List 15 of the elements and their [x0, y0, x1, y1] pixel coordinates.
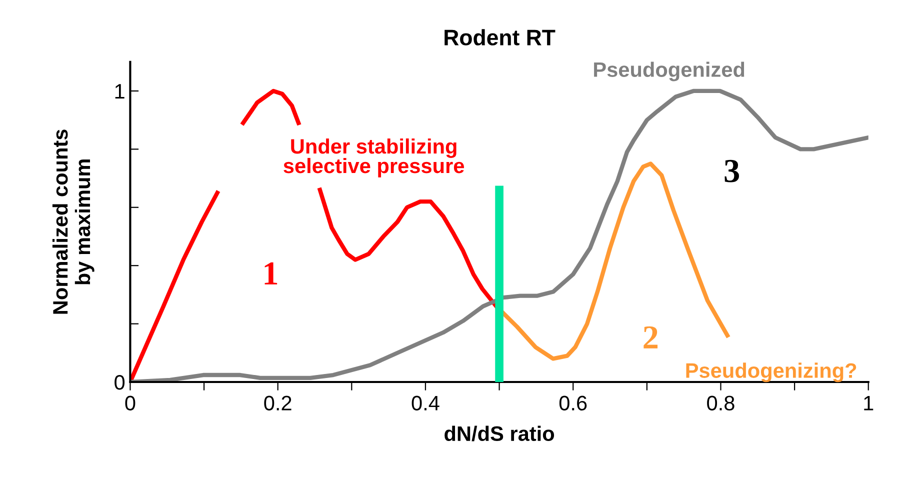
chart-title: Rodent RT [444, 29, 556, 46]
annotation: 2 [644, 326, 658, 348]
x-tick-label: 0.8 [707, 396, 734, 410]
y-axis-title: Normalized counts by maximum [52, 130, 94, 314]
x-tick-label: 0 [125, 396, 136, 410]
x-tick-label: 0.6 [559, 396, 587, 410]
x-tick-label: 0.4 [412, 396, 440, 410]
annotation: 1 [264, 262, 278, 284]
series-label: Pseudogenized [594, 62, 744, 82]
series-label: Under stabilizing selective pressure [284, 138, 464, 178]
x-tick-label: 0.2 [264, 396, 292, 410]
x-axis-title: dN/dS ratio [444, 426, 554, 442]
annotation: 3 [724, 160, 739, 182]
x-tick-label: 1 [864, 396, 874, 410]
text: Pseudogenizing? [686, 362, 856, 382]
